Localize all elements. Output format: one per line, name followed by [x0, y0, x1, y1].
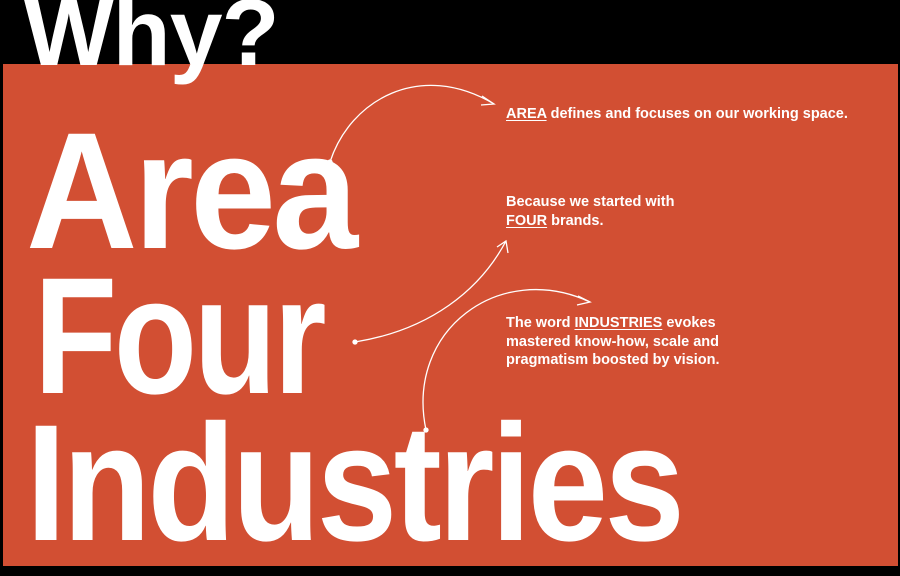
arrow-icon [352, 239, 509, 345]
arrow-icon [422, 289, 592, 433]
keyword-area: AREA [506, 106, 547, 122]
note-text: brands. [547, 212, 604, 229]
note-four: Because we started with FOUR brands. [506, 193, 674, 230]
note-text: defines and focuses on our working space… [546, 106, 848, 122]
note-text: evokes mastered know-how, scale and prag… [506, 315, 720, 368]
keyword-four: FOUR [506, 212, 548, 229]
headline-four: Four [34, 244, 327, 429]
note-text: Because we started with [506, 194, 675, 210]
headline-industries: Industries [26, 391, 685, 576]
note-text: The word [506, 315, 575, 331]
page-title: Why? [24, 0, 280, 86]
arrow-icon [327, 84, 496, 165]
note-industries: The word INDUSTRIES evokes mastered know… [506, 314, 731, 370]
headline-area: Area [26, 99, 358, 284]
note-area: AREA defines and focuses on our working … [506, 105, 848, 124]
orange-panel [3, 64, 898, 566]
keyword-industries: INDUSTRIES [574, 315, 663, 331]
